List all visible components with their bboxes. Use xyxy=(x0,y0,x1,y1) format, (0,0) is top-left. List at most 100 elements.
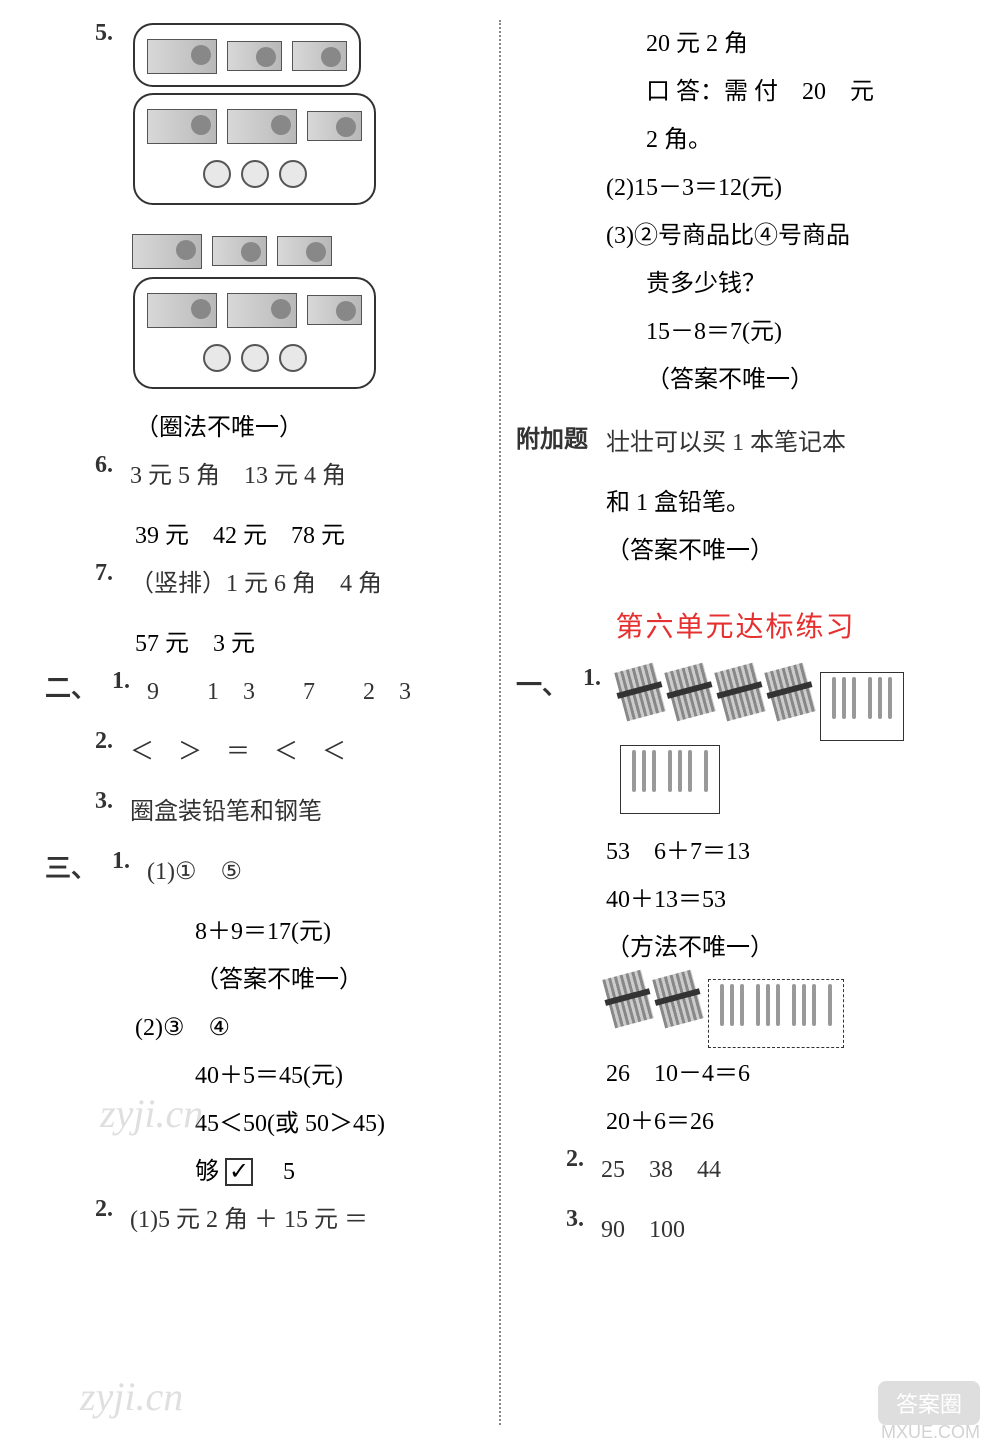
sticks-diagram-2 xyxy=(606,972,955,1050)
footer-url: MXUE.COM xyxy=(881,1422,980,1443)
item-num-7: 7. xyxy=(95,560,130,587)
coin-icon xyxy=(203,160,231,188)
sticks-bundle-icon xyxy=(602,970,654,1029)
coin-icon xyxy=(279,344,307,372)
sticks-loose-box xyxy=(820,672,904,741)
sticks-bundle-icon xyxy=(664,663,716,722)
u1q3-num: 3. xyxy=(566,1206,601,1233)
s2q2: 2. ＜ ＞ ＝ ＜ ＜ xyxy=(45,728,484,776)
r-l4: (2)15－3＝12(元) xyxy=(606,164,955,212)
bonus-label: 附加题 xyxy=(516,419,606,454)
u1q3-text: 90 100 xyxy=(601,1206,955,1254)
sticks-loose-box xyxy=(708,979,844,1048)
u1q1-l2: 40＋13＝53 xyxy=(606,876,955,924)
s2q1-num: 1. xyxy=(112,668,147,695)
r-l1: 20 元 2 角 xyxy=(646,20,955,68)
bonus-l3: （答案不唯一） xyxy=(606,527,955,575)
s3q1-sub2: (2)③ ④ xyxy=(135,1004,484,1052)
question-7: 7. （竖排）1 元 6 角 4 角 xyxy=(45,560,484,608)
u1q1-l1: 53 6＋7＝13 xyxy=(606,828,955,876)
sticks-bundle-icon xyxy=(764,663,816,722)
banknote-1 xyxy=(227,41,282,71)
item-num-6: 6. xyxy=(95,452,130,479)
question-6: 6. 3 元 5 角 13 元 4 角 xyxy=(45,452,484,500)
section-3: 三、 1. (1)① ⑤ xyxy=(45,848,484,896)
sticks-loose-box xyxy=(620,745,720,814)
r-l6: 贵多少钱？ xyxy=(646,260,955,308)
banknote-1 xyxy=(307,295,362,325)
s3q2-text: (1)5 元 2 角 ＋ 15 元 ＝ xyxy=(130,1196,484,1244)
money-group-1 xyxy=(130,20,484,208)
s3q2: 2. (1)5 元 2 角 ＋ 15 元 ＝ xyxy=(45,1196,484,1244)
s3q1-sub1a: 8＋9＝17(元) xyxy=(195,908,484,956)
s3q1-sub1: (1)① ⑤ xyxy=(147,848,484,896)
u1q1-l5: 20＋6＝26 xyxy=(606,1098,955,1146)
s2q3: 3. 圈盒装铅笔和钢笔 xyxy=(45,788,484,836)
s2q3-num: 3. xyxy=(95,788,130,815)
unit-6-title: 第六单元达标练习 xyxy=(516,605,955,645)
left-column: 5. xyxy=(30,20,501,1425)
sticks-bundle-icon xyxy=(614,663,666,722)
s3q1-gou: 够 xyxy=(195,1159,219,1185)
banknote-10 xyxy=(132,234,202,269)
money-group-2 xyxy=(130,226,484,392)
section-2-label: 二、 xyxy=(45,668,112,705)
s2q1-text: 9 1 3 7 2 3 xyxy=(147,668,484,716)
unit6-sec1: 一、 1. xyxy=(516,665,955,816)
section-3-label: 三、 xyxy=(45,848,112,885)
u1q1-l4: 26 10－4＝6 xyxy=(606,1050,955,1098)
u1q2-text: 25 38 44 xyxy=(601,1146,955,1194)
banknote-10 xyxy=(147,39,217,74)
banknote-1 xyxy=(307,111,362,141)
s3q1-num: 1. xyxy=(112,848,147,875)
q6-line2: 39 元 42 元 78 元 xyxy=(135,512,484,560)
question-5: 5. xyxy=(45,20,484,392)
r-l3: 2 角。 xyxy=(646,116,955,164)
item-num-5: 5. xyxy=(95,20,130,47)
coin-icon xyxy=(241,160,269,188)
page-container: 5. xyxy=(0,0,1000,1445)
sticks-diagram-1 xyxy=(618,665,955,816)
s3q2-num: 2. xyxy=(95,1196,130,1223)
s3q1-sub2a: 40＋5＝45(元) xyxy=(195,1052,484,1100)
banknote-5 xyxy=(147,109,217,144)
s3q1-sub2b: 45＜50(或 50＞45) xyxy=(195,1100,484,1148)
q5-note: （圈法不唯一） xyxy=(135,404,484,452)
banknote-1 xyxy=(292,41,347,71)
banknote-1 xyxy=(212,236,267,266)
u1q1-num: 1. xyxy=(583,665,618,692)
r-l7: 15－8＝7(元) xyxy=(646,308,955,356)
coin-icon xyxy=(279,160,307,188)
r-l5: (3)②号商品比④号商品 xyxy=(606,212,955,260)
unit6-sec1-label: 一、 xyxy=(516,665,583,702)
u1q2-num: 2. xyxy=(566,1146,601,1173)
banknote-20 xyxy=(227,109,297,144)
u1q1-l3: （方法不唯一） xyxy=(606,924,955,972)
sticks-bundle-icon xyxy=(714,663,766,722)
bonus-l2: 和 1 盒铅笔。 xyxy=(606,479,955,527)
s2q2-num: 2. xyxy=(95,728,130,755)
s3q1-sub2c: 够 ✓ 5 xyxy=(195,1148,484,1196)
banknote-5 xyxy=(227,293,297,328)
r-l2: 口 答：需 付 20 元 xyxy=(646,68,955,116)
u1q3: 3. 90 100 xyxy=(516,1206,955,1254)
banknote-5 xyxy=(147,293,217,328)
coin-icon xyxy=(241,344,269,372)
coin-icon xyxy=(203,344,231,372)
right-column: 20 元 2 角 口 答：需 付 20 元 2 角。 (2)15－3＝12(元)… xyxy=(501,20,970,1425)
footer-badge: 答案圈 xyxy=(878,1381,980,1425)
q5-content xyxy=(130,20,484,392)
q7-line2: 57 元 3 元 xyxy=(135,620,484,668)
q6-line1: 3 元 5 角 13 元 4 角 xyxy=(130,452,484,500)
s2q3-text: 圈盒装铅笔和钢笔 xyxy=(130,788,484,836)
section-2: 二、 1. 9 1 3 7 2 3 xyxy=(45,668,484,716)
r-l8: （答案不唯一） xyxy=(646,356,955,404)
bonus-l1: 壮壮可以买 1 本笔记本 xyxy=(606,419,955,467)
sticks-bundle-icon xyxy=(652,970,704,1029)
q7-line1: （竖排）1 元 6 角 4 角 xyxy=(130,560,484,608)
s2q2-text: ＜ ＞ ＝ ＜ ＜ xyxy=(130,728,484,776)
banknote-1 xyxy=(277,236,332,266)
s3q1-sub1b: （答案不唯一） xyxy=(195,956,484,1004)
bonus-row: 附加题 壮壮可以买 1 本笔记本 xyxy=(516,419,955,467)
u1q2: 2. 25 38 44 xyxy=(516,1146,955,1194)
